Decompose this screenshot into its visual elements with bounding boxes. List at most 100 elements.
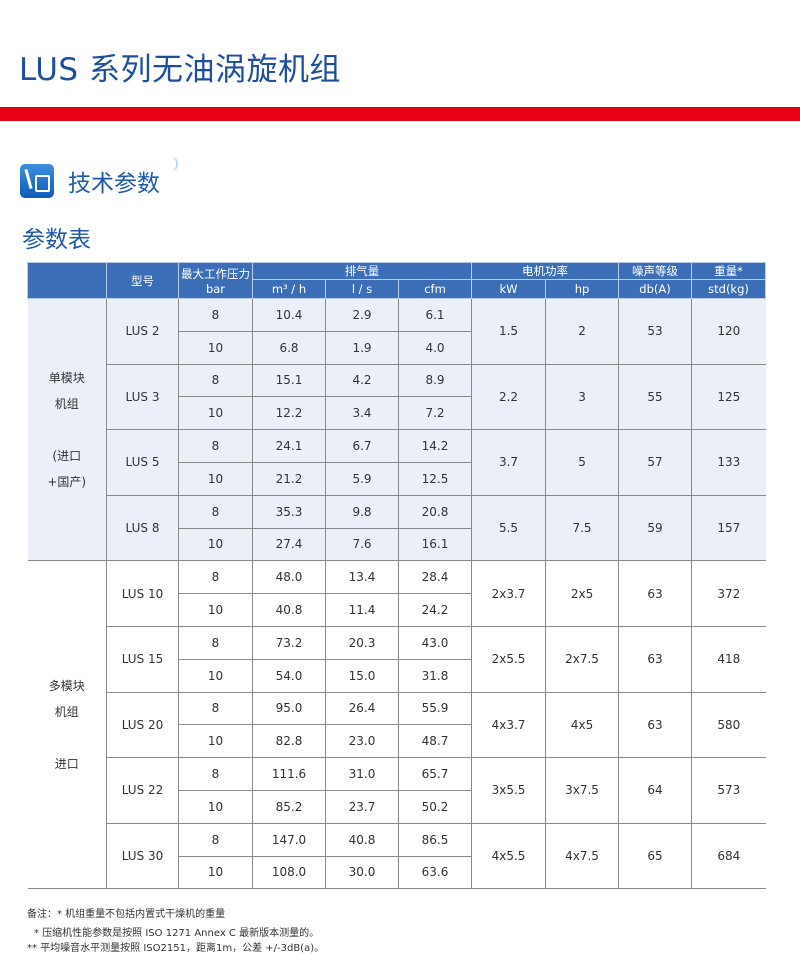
header-noise: 噪声等级 — [618, 262, 693, 280]
noise-cell: 65 — [618, 822, 693, 890]
header-weight: 重量* — [691, 262, 767, 280]
group-label-line — [28, 417, 107, 443]
pressure-cell: 8 — [178, 560, 253, 595]
flow-cfm-cell: 20.8 — [397, 494, 473, 529]
flow-cfm-cell: 16.1 — [397, 527, 473, 562]
flow-ls-cell: 1.9 — [325, 330, 399, 365]
motor-kw-cell: 1.5 — [471, 298, 547, 365]
table-row: 10 108.0 30.0 63.6 — [28, 855, 766, 890]
table-row: LUS 20 8 95.0 26.4 55.9 4x3.7 4x5 63 580 — [28, 691, 766, 759]
group-label-cell: 多模块 机组 进口 — [27, 560, 107, 890]
table-title: 参数表 — [22, 227, 91, 253]
table-row: 单模块 机组 (进口 +国产) LUS 2 8 10.4 2.9 6.1 1.5 2 53 120 — [27, 297, 766, 562]
motor-hp-cell: 5 — [545, 429, 620, 496]
flow-ls-cell: 31.0 — [325, 757, 399, 791]
header-flow: 排气量 — [251, 262, 473, 280]
motor-hp-cell: 2x7.5 — [545, 625, 620, 693]
table-row: LUS 3 8 15.1 4.2 8.9 2.2 3 55 125 — [28, 363, 766, 431]
wave-decoration-icon — [166, 157, 178, 171]
header-pressure: 最大工作压力 bar — [178, 262, 253, 299]
group-label-line: 机组 — [54, 704, 79, 719]
motor-hp-cell: 4x7.5 — [545, 822, 620, 890]
table-row: LUS 5 8 24.1 6.7 14.2 3.7 5 57 133 — [28, 429, 766, 496]
flow-cfm-cell: 24.2 — [397, 593, 473, 627]
motor-kw-cell: 5.5 — [471, 494, 547, 562]
flow-m3h-cell: 48.0 — [252, 560, 326, 595]
flow-cfm-cell: 7.2 — [397, 396, 473, 431]
header-unit-cfm: cfm — [397, 279, 473, 299]
flow-cfm-cell: 12.5 — [397, 461, 473, 496]
weight-cell: 684 — [691, 822, 766, 890]
flow-m3h-cell: 82.8 — [252, 724, 326, 759]
motor-hp-cell: 2 — [545, 298, 620, 365]
flow-m3h-cell: 108.0 — [252, 855, 326, 890]
table-row: LUS 30 8 147.0 40.8 86.5 4x5.5 4x7.5 65 684 — [28, 822, 766, 890]
pressure-cell: 10 — [178, 724, 253, 759]
header-unit-db: db(A) — [618, 279, 693, 299]
flow-cfm-cell: 50.2 — [397, 789, 473, 824]
motor-kw-cell: 4x3.7 — [471, 691, 547, 759]
header-pressure-label: 最大工作压力 — [181, 266, 250, 281]
noise-cell: 59 — [618, 494, 693, 562]
flow-ls-cell: 13.4 — [325, 560, 399, 595]
page-title: LUS 系列无油涡旋机组 — [19, 52, 341, 88]
model-cell: LUS 30 — [106, 822, 179, 890]
table-row: 10 6.8 1.9 4.0 — [28, 330, 766, 365]
flow-m3h-cell: 54.0 — [252, 658, 326, 693]
flow-cfm-cell: 43.0 — [397, 625, 473, 660]
flow-m3h-cell: 111.6 — [252, 757, 326, 791]
header-motor: 电机功率 — [471, 262, 620, 280]
weight-cell: 573 — [691, 757, 766, 824]
weight-cell: 418 — [691, 625, 766, 693]
flow-cfm-cell: 63.6 — [397, 855, 473, 890]
note-performance: * 压缩机性能参数是按照 ISO 1271 Annex C 最新版本测量的。 — [34, 928, 320, 939]
table-row: 10 54.0 15.0 31.8 — [28, 658, 766, 693]
model-cell: LUS 20 — [106, 691, 179, 759]
group-label-line: 多模块 — [48, 678, 85, 693]
pressure-cell: 8 — [178, 429, 253, 463]
model-cell: LUS 15 — [106, 625, 179, 693]
flow-cfm-cell: 65.7 — [397, 757, 473, 791]
pressure-cell: 8 — [178, 757, 253, 791]
footnotes: 备注：* 机组重量不包括内置式干燥机的重量 * 压缩机性能参数是按照 ISO 1… — [27, 907, 324, 956]
noise-cell: 63 — [618, 691, 693, 759]
flow-m3h-cell: 35.3 — [252, 494, 326, 529]
pressure-cell: 10 — [178, 330, 253, 365]
flow-m3h-cell: 6.8 — [252, 330, 326, 365]
pressure-cell: 10 — [178, 658, 253, 693]
motor-hp-cell: 3 — [545, 363, 620, 431]
pressure-cell: 10 — [178, 396, 253, 431]
document-pen-icon — [20, 164, 54, 198]
noise-cell: 64 — [618, 757, 693, 824]
flow-cfm-cell: 86.5 — [397, 822, 473, 857]
flow-ls-cell: 6.7 — [325, 429, 399, 463]
flow-cfm-cell: 8.9 — [397, 363, 473, 398]
noise-cell: 63 — [618, 560, 693, 627]
flow-m3h-cell: 27.4 — [252, 527, 326, 562]
flow-ls-cell: 15.0 — [325, 658, 399, 693]
pressure-cell: 8 — [178, 363, 253, 398]
flow-m3h-cell: 73.2 — [252, 625, 326, 660]
flow-m3h-cell: 15.1 — [252, 363, 326, 398]
motor-kw-cell: 2x3.7 — [471, 560, 547, 627]
weight-cell: 125 — [691, 363, 766, 431]
pressure-cell: 8 — [178, 822, 253, 857]
header-model: 型号 — [106, 262, 179, 299]
flow-ls-cell: 7.6 — [325, 527, 399, 562]
model-cell: LUS 2 — [106, 298, 179, 365]
note-weight: 备注：* 机组重量不包括内置式干燥机的重量 — [27, 909, 226, 920]
pressure-cell: 8 — [178, 298, 253, 332]
noise-cell: 53 — [618, 298, 693, 365]
motor-kw-cell: 4x5.5 — [471, 822, 547, 890]
motor-kw-cell: 2x5.5 — [471, 625, 547, 693]
red-divider-bar — [0, 107, 800, 121]
header-group — [27, 262, 107, 299]
weight-cell: 133 — [691, 429, 766, 496]
motor-hp-cell: 7.5 — [545, 494, 620, 562]
table-row: 多模块 机组 进口 LUS 10 8 48.0 13.4 28.4 2x3.7 2x5 63 372 — [27, 560, 766, 890]
motor-hp-cell: 4x5 — [545, 691, 620, 759]
group-label-cell: 单模块 机组 (进口 +国产) — [27, 297, 107, 562]
flow-cfm-cell: 48.7 — [397, 724, 473, 759]
flow-m3h-cell: 40.8 — [252, 593, 326, 627]
weight-cell: 157 — [691, 494, 766, 562]
